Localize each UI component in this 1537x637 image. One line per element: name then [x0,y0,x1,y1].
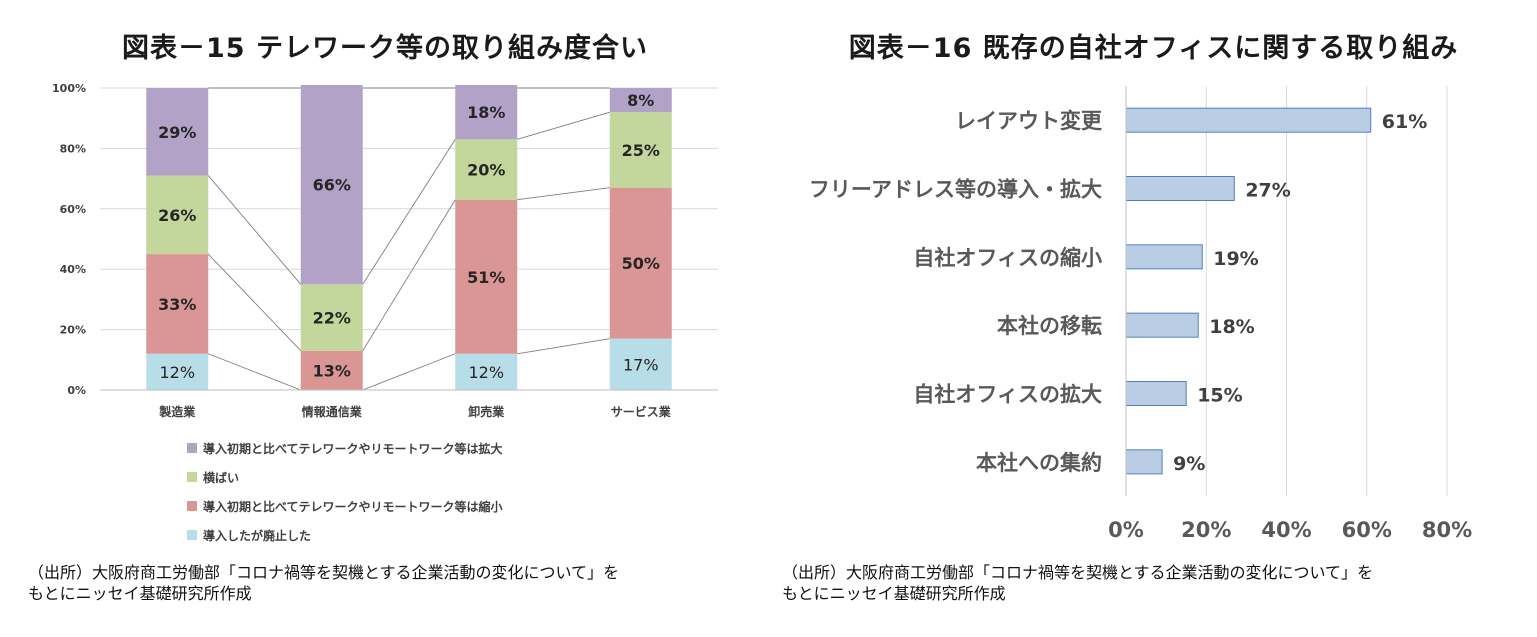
bar-segment [146,353,209,390]
data-label: 50% [622,254,660,273]
x-tick-label: 60% [1342,518,1392,542]
data-label: 9% [1173,453,1205,475]
bar-segment [455,139,518,200]
legend-label: 導入初期と比べてテレワークやリモートワーク等は拡大 [203,441,503,456]
legend-label: 導入したが廃止した [203,528,311,543]
chart-title: 図表－15 テレワーク等の取り組み度合い [122,33,648,64]
category-label: 本社への集約 [976,451,1102,475]
data-label: 29% [158,123,196,142]
y-tick-label: 60% [60,203,86,216]
bar [1125,381,1187,406]
bar-segment [300,284,363,351]
bar-segment [300,350,363,390]
data-label: 12% [468,363,504,382]
legend-swatch [187,472,197,482]
y-tick-label: 40% [60,263,86,276]
bar-segment [609,187,672,339]
bar-segment [146,254,209,354]
bar-segment [300,84,363,285]
bar-segment [146,88,209,176]
data-label: 18% [467,103,505,122]
x-tick-label: 40% [1261,518,1311,542]
bar-segment [146,175,209,255]
source-note: （出所）大阪府商工労働部「コロナ禍等を契機とする企業活動の変化について」を もと… [782,562,1522,604]
bar-segment [455,353,518,390]
data-label: 61% [1382,111,1427,133]
category-label: 本社の移転 [997,314,1102,338]
x-tick-label: 0% [1108,518,1144,542]
series-line [207,175,302,285]
bar-segment [609,112,672,188]
series-line [362,139,456,285]
bar [1125,107,1372,133]
series-line [362,199,456,351]
category-label: 自社オフィスの縮小 [913,246,1102,270]
data-label: 17% [623,355,659,374]
chart-title: 図表－16 既存の自社オフィスに関する取り組み [848,33,1459,64]
data-label: 13% [313,361,351,380]
data-label: 22% [313,309,351,328]
category-label: サービス業 [611,404,672,419]
stacked-bar-chart: 0%20%40%60%80%100%12%33%26%29%13%22%66%1… [52,82,718,543]
category-label: 卸売業 [468,404,505,419]
data-label: 20% [467,161,505,180]
category-label: 自社オフィスの拡大 [913,383,1102,407]
source-line: もとにニッセイ基礎研究所作成 [782,584,1006,603]
legend-label: 横ばい [203,470,239,485]
legend-swatch [187,443,197,453]
series-line [208,353,301,391]
bar-segment [609,338,672,390]
series-line [517,338,610,355]
bar [1125,176,1235,201]
bar [1125,449,1163,475]
category-label: 製造業 [158,404,196,419]
y-tick-label: 100% [52,82,86,95]
data-label: 12% [159,363,195,382]
series-line [207,253,302,352]
bar-segment [609,88,672,113]
legend-swatch [187,501,197,511]
chart-panel-office: 図表－16 既存の自社オフィスに関する取り組み 0% 20% 40% 60% 80% 61… [770,0,1537,637]
data-label: 18% [1209,316,1254,338]
y-tick-label: 0% [67,384,86,397]
series-line [517,187,610,201]
source-line: （出所）大阪府商工労働部「コロナ禍等を契機とする企業活動の変化について」を [28,563,620,582]
bar-segment [455,84,518,140]
data-label: 15% [1197,385,1242,407]
horizontal-bar-chart: 0% 20% 40% 60% 80% 61% レイアウト変更 27% フリーアドレス等の導入・拡… [809,86,1472,542]
legend-label: 導入初期と比べてテレワークやリモートワーク等は縮小 [203,499,503,514]
legend-swatch [187,530,197,540]
data-label: 33% [158,295,196,314]
category-label: 情報通信業 [302,404,363,419]
series-line [362,353,456,391]
bar [1125,244,1203,270]
y-tick-label: 80% [60,142,86,155]
data-label: 25% [622,141,660,160]
data-label: 19% [1213,248,1258,270]
bar [1125,312,1199,338]
source-line: （出所）大阪府商工労働部「コロナ禍等を契機とする企業活動の変化について」を [782,563,1374,582]
source-line: もとにニッセイ基礎研究所作成 [28,584,252,603]
data-label: 27% [1245,180,1290,202]
data-label: 66% [313,176,351,195]
x-tick-label: 80% [1422,518,1472,542]
chart-panel-telework: 図表－15 テレワーク等の取り組み度合い 0% 20% 40% 60% 80% 100% 1… [28,33,758,604]
bar-group: 12% 33% 26% 29% 13% 22% 66% 12% 51% 20% 18% 17% 50% 2… [146,84,672,390]
data-label: 51% [467,268,505,287]
source-note: （出所）大阪府商工労働部「コロナ禍等を契機とする企業活動の変化について」を もと… [28,562,758,604]
y-tick-label: 20% [60,324,86,337]
data-label: 26% [158,206,196,225]
category-label: フリーアドレス等の導入・拡大 [809,178,1102,202]
category-label: レイアウト変更 [955,109,1103,133]
series-line [517,111,610,140]
x-tick-label: 20% [1181,518,1231,542]
data-label: 8% [627,91,654,110]
bar-segment [455,199,518,354]
